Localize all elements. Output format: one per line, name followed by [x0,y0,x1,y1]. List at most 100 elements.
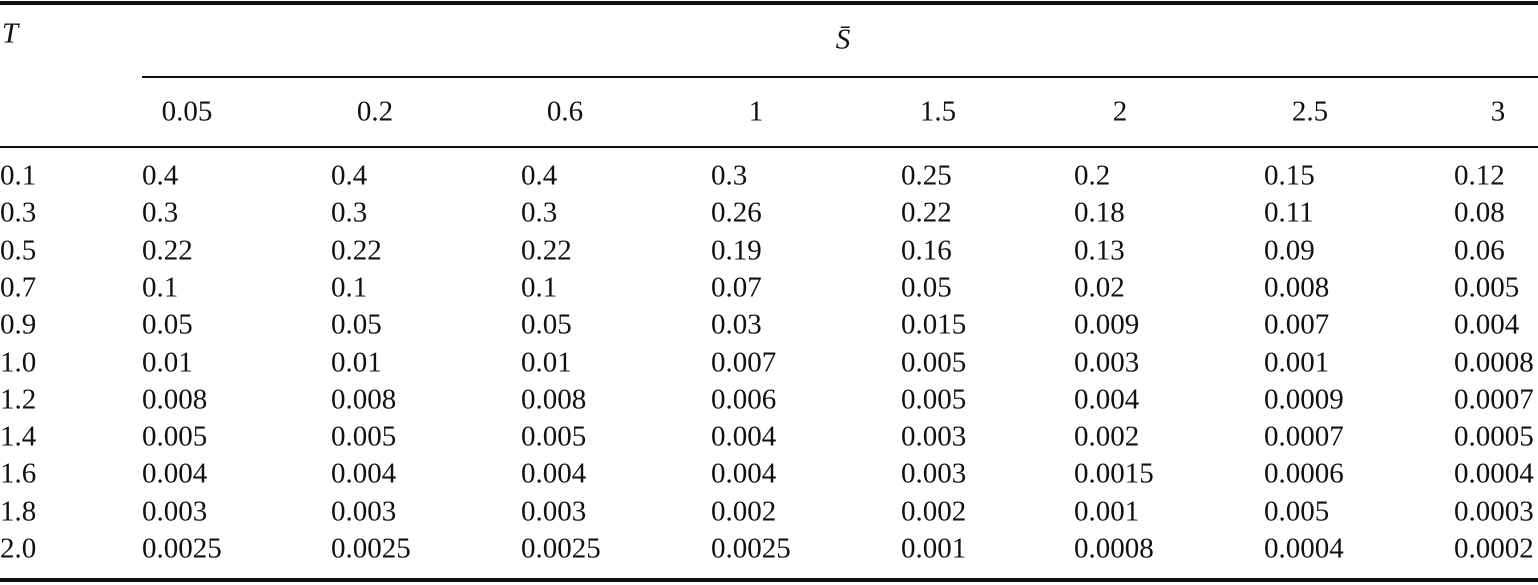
row-label: 1.8 [0,495,37,528]
cell: 0.001 [1074,495,1140,528]
row-label: 1.2 [0,383,37,416]
cell: 0.005 [901,383,967,416]
cell: 0.4 [142,159,179,192]
cell: 0.0006 [1264,457,1344,490]
cell: 0.1 [331,271,368,304]
cell: 0.12 [1454,159,1505,192]
cell: 0.22 [901,196,952,229]
cell: 0.004 [142,457,208,490]
cell: 0.0008 [1074,532,1154,565]
cell: 0.004 [711,420,777,453]
header-rule [0,146,1538,148]
group-rule [142,76,1538,78]
cell: 0.3 [331,196,368,229]
cell: 0.13 [1074,234,1125,267]
cell: 0.01 [142,346,193,378]
row-label: 0.9 [0,308,37,341]
row-header: T [2,17,19,50]
cell: 0.15 [1264,159,1315,192]
cell: 0.0008 [1454,346,1534,378]
cell: 0.004 [1454,308,1520,341]
cell: 0.003 [331,495,397,528]
cell: 0.05 [901,271,952,304]
cell: 0.004 [1074,383,1140,416]
cell: 0.22 [331,234,382,267]
cell: 0.0025 [521,532,601,565]
cell: 0.3 [711,159,748,192]
cell: 0.01 [521,346,572,378]
cell: 0.003 [1074,346,1140,378]
row-label: 1.6 [0,457,37,490]
column-header: 0.6 [546,95,584,128]
cell: 0.01 [331,346,382,378]
row-label: 1.4 [0,420,37,453]
cell: 0.22 [521,234,572,267]
cell: 0.008 [142,383,208,416]
cell: 0.005 [142,420,208,453]
cell: 0.005 [901,346,967,378]
cell: 0.0002 [1454,532,1534,565]
cell: 0.4 [521,159,558,192]
cell: 0.001 [901,532,967,565]
cell: 0.0025 [331,532,411,565]
cell: 0.0025 [711,532,791,565]
column-header: 1 [748,95,764,128]
column-header: 2 [1112,95,1128,128]
cell: 0.003 [901,457,967,490]
cell: 0.005 [1264,495,1330,528]
cell: 0.005 [521,420,587,453]
cell: 0.3 [142,196,179,229]
cell: 0.003 [142,495,208,528]
cell: 0.25 [901,159,952,192]
cell: 0.05 [331,308,382,341]
cell: 0.001 [1264,346,1330,378]
cell: 0.07 [711,271,762,304]
cell: 0.003 [521,495,587,528]
cell: 0.015 [901,308,967,341]
column-header: 0.05 [161,95,213,128]
cell: 0.002 [1074,420,1140,453]
cell: 0.0025 [142,532,222,565]
cell: 0.009 [1074,308,1140,341]
cell: 0.18 [1074,196,1125,229]
cell: 0.02 [1074,271,1125,304]
cell: 0.007 [1264,308,1330,341]
cell: 0.004 [521,457,587,490]
cell: 0.11 [1264,196,1314,229]
cell: 0.06 [1454,234,1505,267]
cell: 0.0005 [1454,420,1534,453]
bottom-rule [0,578,1538,582]
cell: 0.1 [142,271,179,304]
cell: 0.22 [142,234,193,267]
cell: 0.006 [711,383,777,416]
cell: 0.19 [711,234,762,267]
column-header: 2.5 [1291,95,1329,128]
top-rule [0,1,1538,5]
cell: 0.03 [711,308,762,341]
cell: 0.0015 [1074,457,1154,490]
cell: 0.0007 [1454,383,1534,416]
cell: 0.26 [711,196,762,229]
cell: 0.3 [521,196,558,229]
row-label: 0.1 [0,159,37,192]
cell: 0.007 [711,346,777,378]
row-label: 2.0 [0,532,37,565]
cell: 0.004 [331,457,397,490]
column-header: 3 [1490,95,1506,128]
cell: 0.002 [711,495,777,528]
cell: 0.002 [901,495,967,528]
cell: 0.09 [1264,234,1315,267]
cell: 0.003 [901,420,967,453]
cell: 0.2 [1074,159,1111,192]
cell: 0.05 [521,308,572,341]
cell: 0.0004 [1264,532,1344,565]
column-header: 0.2 [356,95,394,128]
cell: 0.4 [331,159,368,192]
cell: 0.008 [331,383,397,416]
cell: 0.16 [901,234,952,267]
column-header: 1.5 [919,95,957,128]
cell: 0.0003 [1454,495,1534,528]
cell: 0.0007 [1264,420,1344,453]
cell: 0.1 [521,271,558,304]
